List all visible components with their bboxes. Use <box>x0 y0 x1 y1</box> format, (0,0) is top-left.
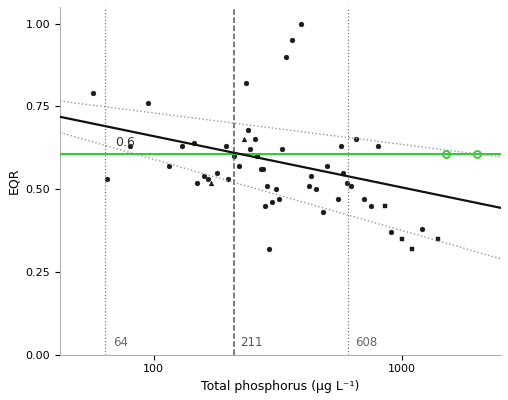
X-axis label: Total phosphorus (μg L⁻¹): Total phosphorus (μg L⁻¹) <box>201 380 360 393</box>
Text: 64: 64 <box>113 336 128 349</box>
Y-axis label: EQR: EQR <box>7 168 20 194</box>
Text: 211: 211 <box>240 336 263 349</box>
Text: 608: 608 <box>355 336 377 349</box>
Text: 0.6: 0.6 <box>115 136 135 149</box>
